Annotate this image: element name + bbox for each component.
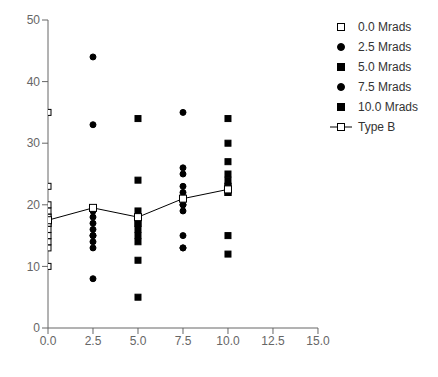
svg-text:7.5: 7.5: [175, 334, 192, 348]
html-text:5.0 Mrads: 5.0 Mrads: [358, 60, 412, 74]
svg-text:15.0: 15.0: [306, 334, 330, 348]
html-text:2.5 Mrads: 2.5 Mrads: [358, 40, 412, 54]
svg-text:12.5: 12.5: [261, 334, 285, 348]
svg-text:2.5: 2.5: [85, 334, 102, 348]
svg-text:10.0: 10.0: [216, 334, 240, 348]
svg-text:40: 40: [27, 75, 41, 89]
html-text:10.0 Mrads: 10.0 Mrads: [358, 100, 418, 114]
svg-text:20: 20: [27, 198, 41, 212]
svg-text:50: 50: [27, 13, 41, 27]
svg-text:10: 10: [27, 260, 41, 274]
html-text:7.5 Mrads: 7.5 Mrads: [358, 80, 412, 94]
html-text:Type B: Type B: [358, 120, 396, 134]
html-text:0.0 Mrads: 0.0 Mrads: [358, 20, 412, 34]
svg-text:5.0: 5.0: [130, 334, 147, 348]
svg-text:30: 30: [27, 136, 41, 150]
svg-text:0: 0: [33, 321, 40, 335]
svg-text:0.0: 0.0: [40, 334, 57, 348]
